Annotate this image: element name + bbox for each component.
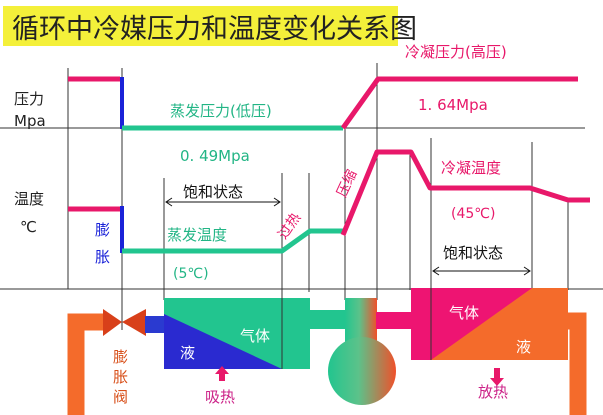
pressure-unit-label: Mpa (14, 112, 46, 130)
return-pipe-loop (67, 312, 587, 415)
temperature-unit-label: ℃ (20, 218, 37, 236)
saturation-arrow-left (165, 197, 281, 207)
pressure-curve (68, 76, 578, 131)
compression-label: 压缩 (334, 168, 360, 200)
evap-temp-value: (5℃) (173, 266, 209, 282)
cond-temp-label: 冷凝温度 (441, 159, 501, 177)
evaporator-liquid-region (164, 314, 282, 369)
expansion-label-2: 胀 (95, 248, 110, 266)
compressor (328, 298, 396, 405)
evap-gas-label: 气体 (240, 327, 270, 345)
valve-label-3: 阀 (113, 388, 128, 406)
evap-temp-label: 蒸发温度 (167, 226, 227, 244)
suction-pipe (309, 310, 346, 329)
cond-pressure-label: 冷凝压力(高压) (405, 43, 507, 61)
cond-pressure-value: 1. 64Mpa (418, 96, 488, 114)
saturation-label-left: 饱和状态 (183, 183, 243, 201)
valve-left-cone (103, 309, 122, 336)
valve-label-2: 胀 (113, 368, 128, 386)
temperature-curve (68, 149, 590, 254)
expansion-label-1: 膨 (95, 221, 110, 239)
pressure-compression-condensation (340, 76, 578, 130)
valve-right-cone (122, 309, 146, 336)
valve-label-1: 膨 (113, 348, 128, 366)
discharge-pipe (376, 312, 412, 329)
saturation-arrow-right (432, 266, 531, 276)
absorb-heat-arrow-icon (215, 366, 229, 381)
expansion-valve (103, 309, 146, 336)
saturation-label-right: 饱和状态 (443, 244, 503, 262)
temp-compression-condensation (340, 149, 590, 236)
evaporator (164, 298, 310, 369)
condenser-liquid-region (431, 288, 568, 360)
cond-liquid-label: 液 (516, 338, 531, 356)
release-heat-arrow-icon (490, 368, 504, 386)
absorb-heat-label: 吸热 (205, 388, 235, 406)
temperature-axis-label: 温度 (14, 190, 44, 208)
liquid-pipe (145, 316, 165, 333)
cond-temp-value: (45℃) (451, 206, 495, 222)
evap-pressure-label: 蒸发压力(低压) (170, 102, 272, 120)
release-heat-label: 放热 (478, 383, 508, 401)
grid-lines (0, 63, 603, 330)
title-highlight (3, 6, 398, 46)
evap-pressure-value: 0. 49Mpa (180, 147, 250, 165)
pressure-axis-label: 压力 (14, 90, 44, 108)
temp-evaporation-superheat (122, 228, 343, 254)
cond-gas-label: 气体 (449, 304, 479, 322)
condenser (411, 288, 568, 360)
evap-liquid-label: 液 (180, 344, 195, 362)
page-title: 循环中冷媒压力和温度变化关系图 (12, 14, 417, 45)
